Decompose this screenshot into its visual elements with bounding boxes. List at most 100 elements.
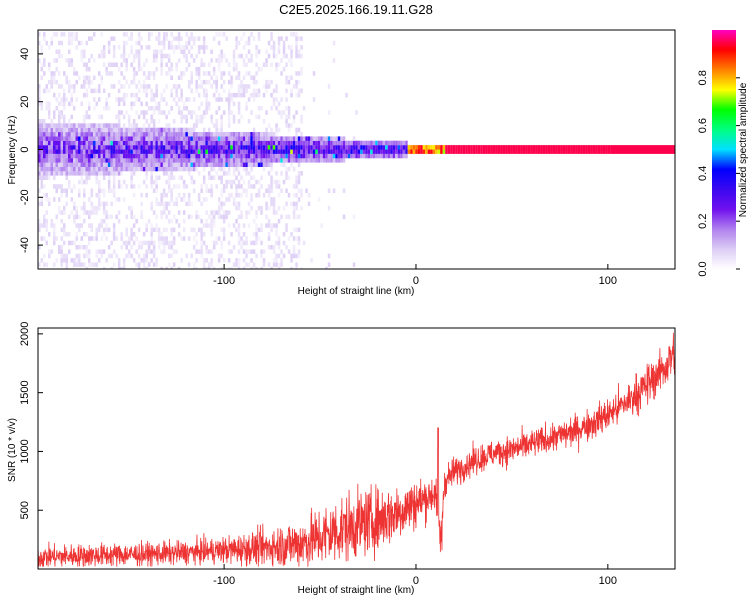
spectrogram-cell <box>162 53 166 59</box>
spectrogram-cell <box>222 79 226 85</box>
spectrogram-cell <box>165 179 168 185</box>
spectrogram-cell <box>160 53 163 59</box>
spectrogram-cell <box>58 132 61 137</box>
spectrogram-cell <box>70 127 73 133</box>
spectrogram-cell <box>63 119 66 124</box>
spectrogram-cell <box>142 88 146 94</box>
spectrogram-cell <box>527 149 531 154</box>
spectrogram-cell <box>132 140 136 146</box>
spectrogram-cell <box>220 136 223 141</box>
spectrogram-cell <box>98 223 101 228</box>
spectrogram-cell <box>65 188 68 193</box>
spectrogram-cell <box>48 114 51 120</box>
spectrogram-cell <box>237 184 241 189</box>
colorbar-axis: 0.00.20.40.60.8 <box>697 70 740 277</box>
spectrogram-cell <box>88 175 91 180</box>
spectrogram-cell <box>45 218 48 224</box>
spectrogram-cell <box>53 58 56 63</box>
spectrogram-cell <box>137 66 141 72</box>
spectrogram-cell <box>170 166 173 172</box>
spectrogram-cell <box>147 249 151 254</box>
spectrogram-cell <box>172 240 176 246</box>
spectrogram-cell <box>212 266 216 269</box>
spectrogram-cell <box>48 201 51 207</box>
spectrogram-cell <box>182 218 186 224</box>
spectrogram-cell <box>145 162 148 167</box>
spectrogram-cell <box>165 84 168 89</box>
spectrogram-cell <box>137 114 141 120</box>
spectrogram-cell <box>287 175 291 180</box>
spectrogram-cell <box>75 162 78 167</box>
spectrogram-cell <box>635 145 638 150</box>
spectrogram-cell <box>202 240 206 246</box>
spectrogram-cell <box>85 245 88 250</box>
spectrogram-cell <box>442 149 446 154</box>
spectrogram-cell <box>197 84 201 89</box>
spectrogram-cell <box>217 97 221 102</box>
spectrogram-cell <box>270 136 273 141</box>
spectrogram-cell <box>145 145 148 150</box>
spectrogram-cell <box>93 88 96 94</box>
spectrogram-cell <box>317 136 321 141</box>
spectrogram-cell <box>207 223 211 228</box>
spectrogram-cell <box>302 153 306 159</box>
spectrogram-cell <box>45 123 48 128</box>
spectrogram-cell <box>110 149 113 154</box>
spectrogram-cell <box>167 175 171 180</box>
spectrogram-cell <box>257 132 261 137</box>
spectrogram-cell <box>85 153 88 159</box>
spectrogram-cell <box>282 153 286 159</box>
spectrogram-cell <box>105 201 108 207</box>
spectrogram-cell <box>297 197 301 202</box>
spectrogram-cell <box>495 149 498 154</box>
spectrogram-cell <box>200 114 203 120</box>
spectrogram-cell <box>202 158 206 163</box>
spectrogram-cell <box>80 262 83 267</box>
spectrogram-cell <box>287 236 291 241</box>
spectrogram-cell <box>182 227 186 233</box>
spectrogram-cell <box>93 106 96 111</box>
spectrogram-cell <box>607 149 611 154</box>
spectrogram-cell <box>127 158 131 163</box>
spectrogram-cell <box>107 171 111 176</box>
spectrogram-cell <box>220 162 223 167</box>
spectrogram-cell <box>38 127 41 133</box>
spectrogram-cell <box>132 119 136 124</box>
spectrogram-cell <box>195 136 198 141</box>
spectrogram-cell <box>68 145 71 150</box>
spectrogram-cell <box>75 149 78 154</box>
spectrogram-cell <box>63 127 66 133</box>
spectrogram-cell <box>60 236 63 241</box>
spectrogram-cell <box>230 232 233 237</box>
spectrogram-cell <box>460 149 463 154</box>
spectrogram-cell <box>165 36 168 41</box>
spectrogram-cell <box>157 245 161 250</box>
spectrogram-cell <box>297 171 301 176</box>
spectrogram-cell <box>480 145 483 150</box>
spectrogram-cell <box>172 49 176 54</box>
spectrogram-cell <box>227 114 231 120</box>
spectrogram-cell <box>295 205 298 211</box>
spectrogram-cell <box>142 258 146 263</box>
spectrogram-cell <box>100 49 103 54</box>
spectrogram-cell <box>180 149 183 154</box>
spectrogram-cell <box>140 210 143 215</box>
spectrogram-cell <box>155 214 158 220</box>
spectrogram-cell <box>43 119 46 124</box>
spectrogram-cell <box>290 45 293 50</box>
spectrogram-cell <box>73 153 76 159</box>
spectrogram-cell <box>340 158 343 163</box>
spectrogram-cell <box>152 136 156 141</box>
spectrogram-cell <box>63 97 66 102</box>
spectrogram-cell <box>210 114 213 120</box>
spectrogram-cell <box>93 145 96 150</box>
spectrogram-cell <box>275 127 278 133</box>
spectrogram-cell <box>50 84 53 89</box>
spectrogram-cell <box>157 119 161 124</box>
spectrogram-cell <box>170 171 173 176</box>
spectrogram-cell <box>585 149 588 154</box>
spectrogram-cell <box>232 58 236 63</box>
spectrogram-cell <box>53 227 56 233</box>
spectrogram-cell <box>275 184 278 189</box>
spectrogram-cell <box>80 171 83 176</box>
